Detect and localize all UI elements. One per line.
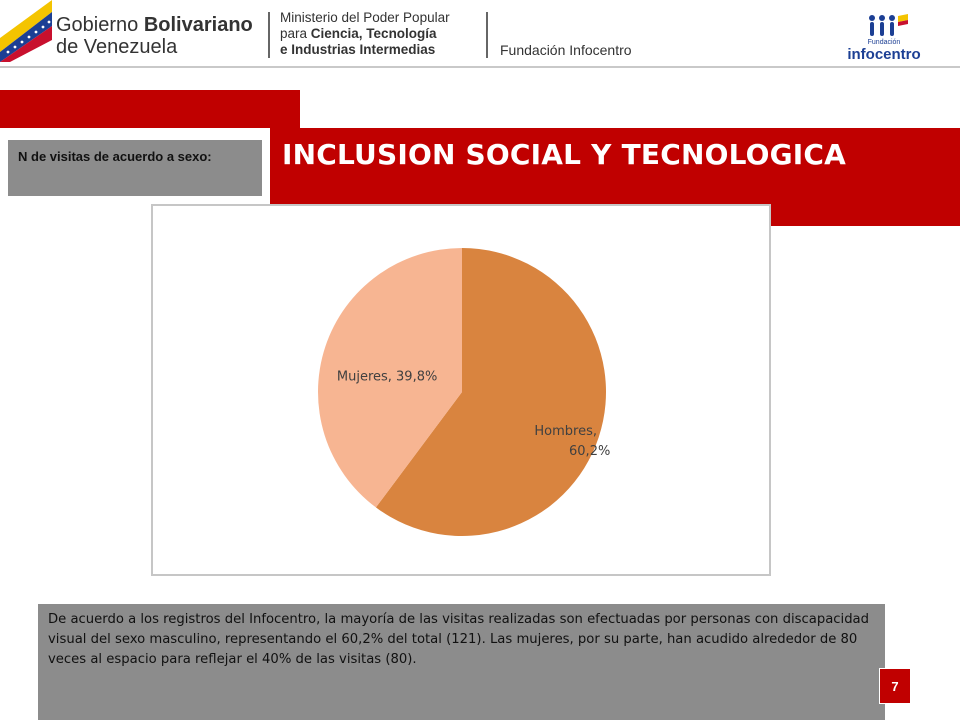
ministry-line3: e Industrias Intermedias [280, 42, 436, 57]
foundation-name: Fundación Infocentro [500, 42, 632, 58]
government-name: Gobierno Bolivariano de Venezuela [56, 14, 253, 58]
header-underline [0, 66, 960, 68]
gov-line1-regular: Gobierno [56, 14, 144, 36]
header: Gobierno Bolivariano de Venezuela Minist… [0, 0, 960, 66]
pie-chart: Hombres, 60,2% Mujeres, 39,8% [318, 248, 610, 536]
description-box: De acuerdo a los registros del Infocentr… [38, 604, 885, 720]
section-label: N de visitas de acuerdo a sexo: [18, 149, 212, 164]
logo-small-text: Fundación [868, 39, 901, 46]
slide-title: INCLUSION SOCIAL Y TECNOLOGICA [282, 138, 847, 171]
pie-slice-hombres [375, 248, 606, 536]
logo-brand-text: infocentro [847, 46, 920, 63]
infocentro-logo: Fundación infocentro [847, 14, 921, 63]
pie-slice-mujeres [318, 248, 462, 508]
gov-line2: de Venezuela [56, 36, 178, 58]
pie-label-hombres: Hombres, [534, 424, 597, 439]
pie-label-mujeres: Mujeres, 39,8% [337, 369, 437, 384]
gov-line1-bold: Bolivariano [143, 14, 253, 36]
description-text: De acuerdo a los registros del Infocentr… [48, 612, 870, 667]
red-accent-band [0, 90, 300, 128]
venezuela-flag-logo [0, 0, 52, 62]
ministry-name: Ministerio del Poder Popular para Cienci… [280, 10, 450, 58]
header-divider [486, 12, 488, 58]
chart-frame: Hombres, 60,2% Mujeres, 39,8% [151, 204, 771, 576]
pie-value-hombres: 60,2% [569, 444, 610, 459]
ministry-line2-bold: Ciencia, Tecnología [310, 26, 437, 41]
ministry-line1: Ministerio del Poder Popular [280, 10, 450, 25]
page-number: 7 [879, 668, 911, 704]
section-label-box: N de visitas de acuerdo a sexo: [8, 140, 262, 196]
ministry-line2-regular: para [280, 26, 311, 41]
header-divider [268, 12, 270, 58]
